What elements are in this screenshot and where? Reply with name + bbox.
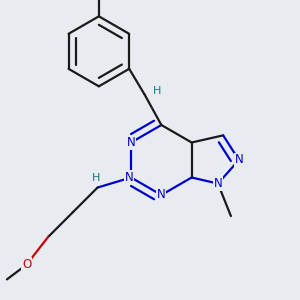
Text: N: N: [235, 154, 243, 166]
Text: N: N: [127, 136, 135, 149]
Text: O: O: [22, 258, 31, 271]
Text: N: N: [125, 171, 134, 184]
Text: H: H: [153, 86, 161, 96]
Text: N: N: [157, 188, 166, 202]
Text: H: H: [92, 173, 100, 183]
Text: N: N: [214, 177, 222, 190]
